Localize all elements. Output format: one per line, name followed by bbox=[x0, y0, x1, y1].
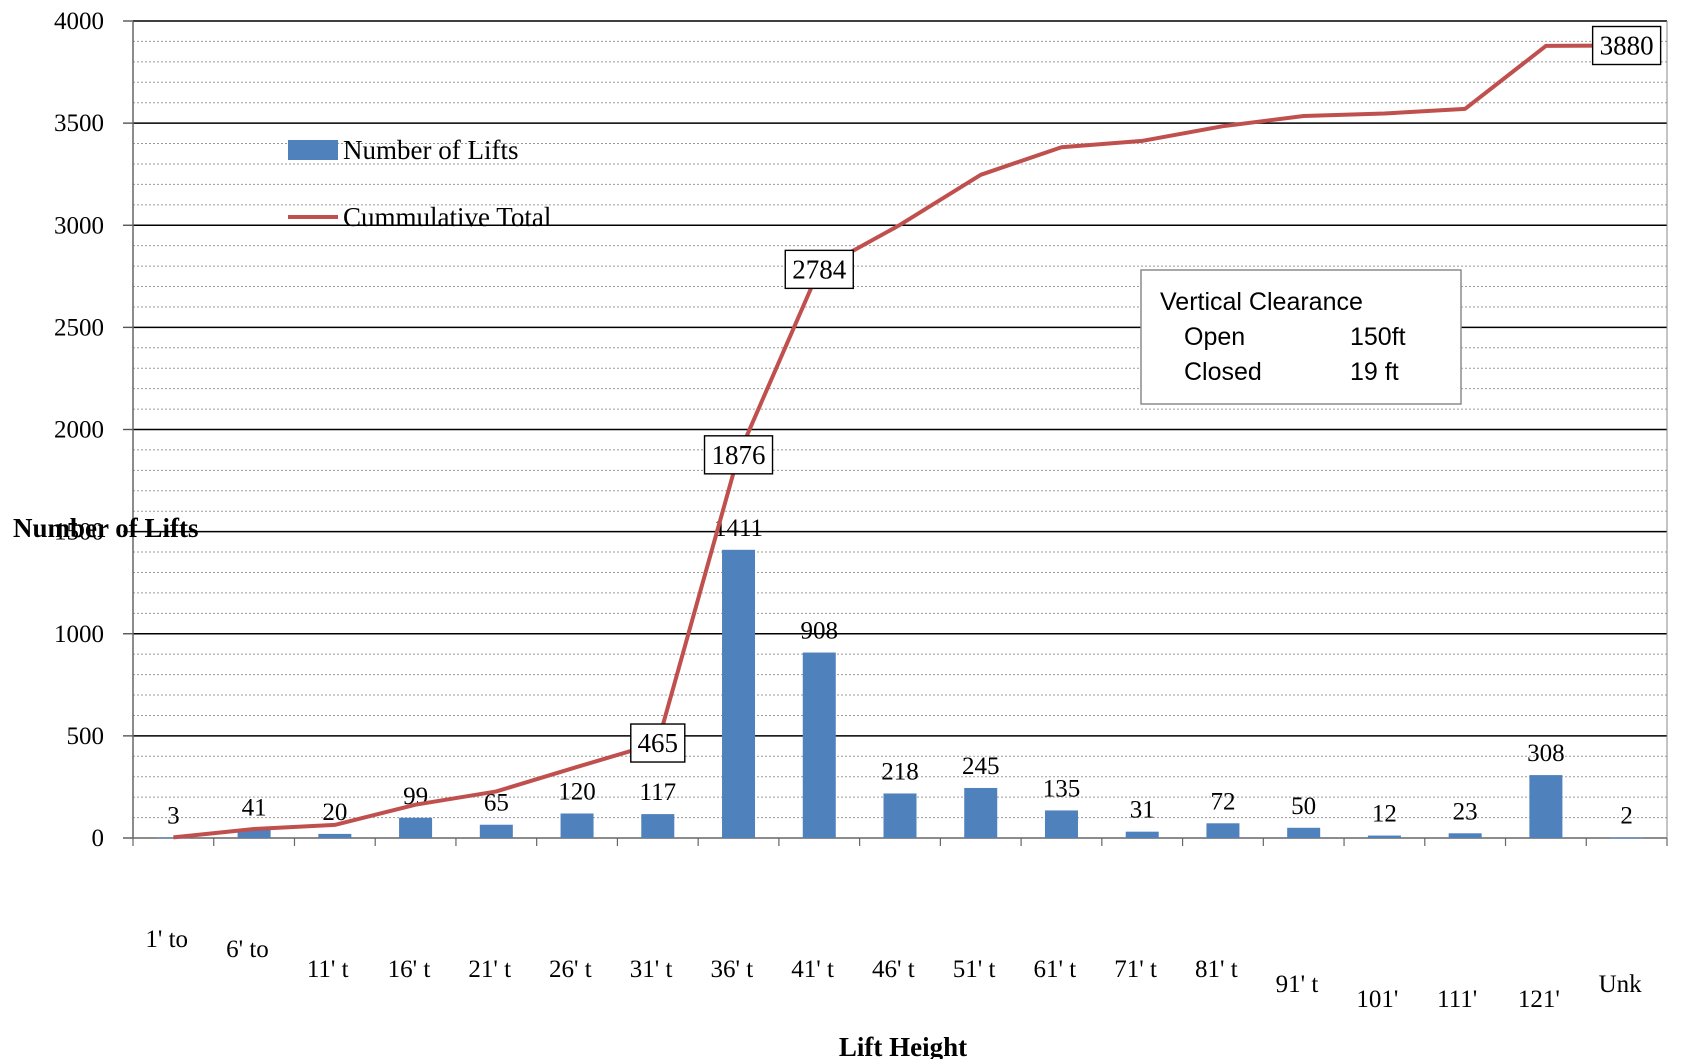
cumulative-series-line bbox=[173, 43, 1627, 840]
cumulative-data-labels: 465 1876 2784 3880 bbox=[630, 25, 1662, 763]
y-axis-title: Number of Lifts bbox=[13, 513, 199, 543]
bar bbox=[237, 829, 271, 838]
bar bbox=[1206, 823, 1240, 838]
cumulative-line bbox=[173, 43, 1627, 840]
x-axis-title: Lift Height bbox=[839, 1032, 967, 1059]
bar-data-label: 245 bbox=[962, 753, 1000, 780]
x-category-label: 51' t bbox=[953, 956, 996, 983]
annotation-open-value: 150ft bbox=[1350, 323, 1406, 351]
bar bbox=[883, 793, 917, 838]
y-tick-label: 500 bbox=[67, 723, 105, 750]
x-category-label: 46' t bbox=[872, 956, 915, 983]
y-tick-labels: 0 500 1000 1500 2000 2500 3000 3500 4000 bbox=[54, 8, 104, 852]
bar bbox=[479, 824, 513, 838]
bars bbox=[156, 549, 1644, 839]
bar-data-label: 117 bbox=[640, 779, 677, 806]
x-category-label: 6' to bbox=[226, 936, 269, 963]
x-category-label: 41' t bbox=[791, 956, 834, 983]
bar bbox=[964, 787, 998, 838]
cumulative-data-label: 1876 bbox=[712, 440, 766, 470]
annotation-closed-name: Closed bbox=[1184, 358, 1262, 386]
bar-data-label: 3 bbox=[167, 802, 180, 829]
x-category-label: 111' bbox=[1437, 986, 1477, 1013]
x-category-label: 91' t bbox=[1276, 971, 1319, 998]
y-tick-label: 3500 bbox=[54, 110, 104, 137]
y-tick-label: 1500 bbox=[54, 519, 104, 546]
bar-data-label: 50 bbox=[1291, 793, 1316, 820]
bar bbox=[1529, 775, 1563, 838]
x-category-label: 16' t bbox=[388, 956, 431, 983]
bar bbox=[399, 817, 433, 838]
bar bbox=[802, 652, 836, 838]
bar-data-label: 31 bbox=[1130, 797, 1155, 824]
legend-label-bars: Number of Lifts bbox=[343, 135, 518, 165]
cumulative-label-box bbox=[1591, 25, 1662, 66]
bar-data-label: 308 bbox=[1527, 740, 1565, 767]
bar bbox=[1448, 833, 1482, 838]
annotation-open-name: Open bbox=[1184, 323, 1245, 351]
x-category-label: 21' t bbox=[468, 956, 511, 983]
bar bbox=[1287, 827, 1321, 838]
bar bbox=[1367, 835, 1401, 838]
bar bbox=[641, 814, 675, 838]
y-tick-label: 4000 bbox=[54, 8, 104, 35]
bar-data-label: 41 bbox=[242, 795, 267, 822]
axes bbox=[123, 20, 1668, 846]
annotation-title: Vertical Clearance bbox=[1160, 288, 1363, 316]
bar bbox=[1610, 837, 1644, 839]
bar-data-label: 908 bbox=[801, 618, 839, 645]
bar bbox=[318, 833, 352, 838]
bar-data-label: 23 bbox=[1453, 798, 1478, 825]
category-tick-labels: 1' to 6' to 11' t 16' t 21' t 26' t 31' t 36' t… bbox=[145, 926, 1642, 1013]
bar-data-label: 12 bbox=[1372, 801, 1397, 828]
x-category-label: 1' to bbox=[145, 926, 188, 953]
x-category-label: 36' t bbox=[711, 956, 754, 983]
bar bbox=[1044, 810, 1078, 838]
cumulative-data-label: 465 bbox=[638, 728, 679, 758]
x-category-label: 121' bbox=[1518, 986, 1560, 1013]
bar bbox=[1125, 831, 1159, 838]
y-tick-label: 3000 bbox=[54, 212, 104, 239]
cumulative-label-box bbox=[784, 249, 854, 290]
bar bbox=[560, 813, 594, 838]
x-category-label: 71' t bbox=[1114, 956, 1157, 983]
x-category-label: 61' t bbox=[1033, 956, 1076, 983]
y-tick-label: 2000 bbox=[54, 417, 104, 444]
x-category-label: 101' bbox=[1356, 986, 1398, 1013]
x-category-label: 11' t bbox=[307, 956, 349, 983]
bar bbox=[156, 837, 190, 839]
bar bbox=[722, 549, 756, 838]
cumulative-label-box bbox=[703, 435, 774, 475]
bar-data-label: 2 bbox=[1620, 803, 1633, 830]
bar-data-label: 135 bbox=[1043, 775, 1081, 802]
x-category-label: 81' t bbox=[1195, 956, 1238, 983]
x-category-label: 26' t bbox=[549, 956, 592, 983]
legend: Number of Lifts Cummulative Total bbox=[288, 135, 551, 232]
bar-data-label: 218 bbox=[881, 758, 919, 785]
annotation-closed-value: 19 ft bbox=[1350, 358, 1399, 386]
x-category-label: Unk bbox=[1599, 971, 1643, 998]
legend-label-line: Cummulative Total bbox=[343, 202, 551, 232]
x-category-label: 31' t bbox=[630, 956, 673, 983]
vertical-clearance-box: Vertical Clearance Open 150ft Closed 19 … bbox=[1140, 269, 1462, 405]
y-tick-label: 1000 bbox=[54, 621, 104, 648]
annotation-frame bbox=[1140, 269, 1462, 405]
y-tick-label: 2500 bbox=[54, 314, 104, 341]
cumulative-data-label: 2784 bbox=[792, 254, 847, 284]
y-tick-label: 0 bbox=[92, 825, 105, 852]
cumulative-label-box bbox=[630, 723, 686, 763]
bar-data-label: 120 bbox=[558, 778, 596, 805]
cumulative-data-label: 3880 bbox=[1600, 31, 1654, 61]
legend-swatch-bars bbox=[288, 140, 338, 160]
bar-data-label: 72 bbox=[1210, 788, 1235, 815]
